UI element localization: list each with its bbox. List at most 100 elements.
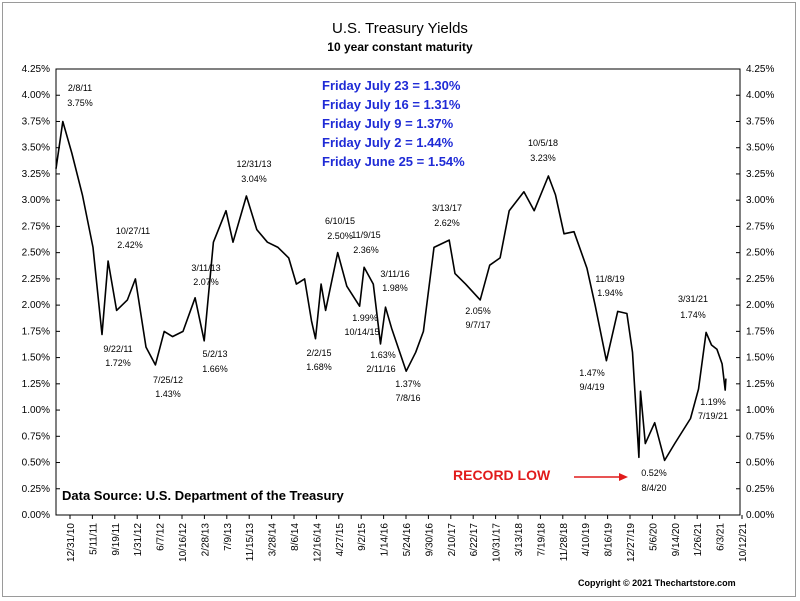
x-tick-label: 11/28/18 (559, 523, 570, 562)
annotation-date: 2/11/16 (366, 364, 395, 374)
x-tick-label: 11/15/13 (245, 523, 256, 562)
annotation-date: 11/8/19 (595, 274, 624, 284)
annotation-date: 9/22/11 (103, 344, 132, 354)
annotation-date: 3/31/21 (678, 294, 708, 304)
annotation-value: 1.43% (155, 389, 181, 399)
annotation-date: 3/11/13 (191, 263, 220, 273)
annotation-date: 6/10/15 (325, 216, 355, 226)
x-tick-label: 12/27/19 (626, 523, 637, 562)
x-tick-label: 5/6/20 (648, 523, 659, 551)
annotation-value: 3.75% (67, 98, 93, 108)
plot-area-border (55, 68, 741, 516)
y-tick-label-right: 0.00% (746, 510, 774, 521)
recent-yield-line: Friday July 23 = 1.30% (322, 78, 461, 93)
y-axis-ticks: 0.00% 0.00% 0.25% 0.25% 0.50% 0.50% 0.75% 0.75%… (22, 64, 775, 521)
y-tick-label-right: 2.00% (746, 300, 774, 311)
annotation-date: 5/2/13 (202, 349, 227, 359)
y-tick-label-left: 3.75% (22, 116, 50, 127)
recent-yields-box: Friday July 23 = 1.30% Friday July 16 = … (322, 76, 465, 171)
y-tick-label-right: 4.25% (746, 64, 774, 75)
x-tick-label: 1/14/16 (380, 523, 391, 557)
annotation-value: 1.74% (680, 310, 706, 320)
x-tick-label: 10/12/21 (738, 523, 749, 562)
x-tick-label: 5/24/16 (402, 523, 413, 557)
y-tick-label-left: 1.25% (22, 379, 50, 390)
x-tick-label: 8/6/14 (290, 523, 301, 551)
recent-yield-line: Friday July 9 = 1.37% (322, 116, 454, 131)
y-tick-label-left: 0.75% (22, 431, 50, 442)
y-tick-label-right: 3.50% (746, 143, 774, 154)
x-tick-label: 4/27/15 (335, 523, 346, 557)
x-tick-label: 7/19/18 (536, 523, 547, 557)
annotation-layer: 2/8/11 3.75% 10/27/11 2.42% 9/22/11 1.72% 7/25… (67, 83, 728, 493)
annotation-date: 2/8/11 (68, 83, 92, 93)
annotation-date: 9/7/17 (465, 320, 490, 330)
y-tick-label-left: 3.25% (22, 169, 50, 180)
y-tick-label-left: 3.00% (22, 195, 50, 206)
annotation-value: 2.05% (465, 306, 491, 316)
y-tick-label-right: 0.75% (746, 431, 774, 442)
annotation-date: 2/2/15 (306, 348, 331, 358)
x-axis-ticks: 12/31/10 5/11/11 9/19/11 1/31/12 6/7/12 10/16… (66, 515, 749, 562)
x-tick-label: 9/14/20 (671, 523, 682, 557)
annotation-value: 2.50% (327, 231, 353, 241)
x-tick-label: 6/22/17 (469, 523, 480, 557)
annotation-date: 3/13/17 (432, 203, 462, 213)
y-tick-label-right: 3.25% (746, 169, 774, 180)
y-tick-label-right: 1.25% (746, 379, 774, 390)
annotation-date: 8/4/20 (641, 483, 666, 493)
annotation-date: 7/8/16 (395, 393, 420, 403)
annotation-value: 3.04% (241, 174, 267, 184)
annotation-value: 1.47% (579, 368, 605, 378)
annotation-value: 1.68% (306, 362, 332, 372)
y-tick-label-left: 0.00% (22, 510, 50, 521)
annotation-value: 3.23% (530, 153, 556, 163)
record-low-arrow-head (619, 473, 628, 481)
x-tick-label: 3/13/18 (514, 523, 525, 557)
recent-yield-line: Friday July 16 = 1.31% (322, 97, 461, 112)
series-line-layer (55, 120, 727, 462)
annotation-date: 11/9/15 (351, 230, 380, 240)
annotation-date: 10/5/18 (528, 138, 558, 148)
x-tick-label: 6/3/21 (716, 523, 727, 551)
annotation-date: 12/31/13 (236, 159, 271, 169)
annotation-date: 10/27/11 (116, 226, 150, 236)
y-tick-label-left: 4.00% (22, 90, 50, 101)
x-tick-label: 2/28/13 (200, 523, 211, 557)
x-tick-label: 4/10/19 (581, 523, 592, 557)
recent-yield-line: Friday June 25 = 1.54% (322, 154, 465, 169)
annotation-value: 2.07% (193, 277, 219, 287)
x-tick-label: 9/30/16 (424, 523, 435, 557)
y-tick-label-left: 1.50% (22, 353, 50, 364)
y-tick-label-right: 1.75% (746, 326, 774, 337)
y-tick-label-left: 3.50% (22, 143, 50, 154)
y-tick-label-right: 0.25% (746, 484, 774, 495)
y-tick-label-right: 1.50% (746, 353, 774, 364)
annotation-value: 1.94% (597, 288, 623, 298)
annotation-value: 1.99% (352, 313, 378, 323)
y-tick-label-left: 4.25% (22, 64, 50, 75)
x-tick-label: 12/31/10 (66, 523, 77, 562)
annotation-value: 1.72% (105, 358, 131, 368)
chart-subtitle: 10 year constant maturity (327, 40, 473, 54)
annotation-value: 1.19% (700, 397, 726, 407)
annotation-date: 9/4/19 (579, 382, 604, 392)
annotation-value: 0.52% (641, 468, 667, 478)
y-tick-label-right: 2.75% (746, 221, 774, 232)
x-tick-label: 2/10/17 (447, 523, 458, 557)
x-tick-label: 12/16/14 (312, 523, 323, 562)
x-tick-label: 7/9/13 (223, 523, 234, 551)
x-tick-label: 3/28/14 (268, 523, 279, 557)
y-tick-label-right: 2.50% (746, 248, 774, 259)
y-tick-label-left: 2.50% (22, 248, 50, 259)
x-tick-label: 1/31/12 (133, 523, 144, 557)
annotation-date: 10/14/15 (344, 327, 379, 337)
y-tick-label-left: 0.25% (22, 484, 50, 495)
annotation-value: 2.42% (117, 240, 143, 250)
annotation-value: 1.63% (370, 350, 396, 360)
annotation-value: 1.66% (202, 364, 228, 374)
annotation-value: 1.98% (382, 283, 408, 293)
y-tick-label-right: 2.25% (746, 274, 774, 285)
